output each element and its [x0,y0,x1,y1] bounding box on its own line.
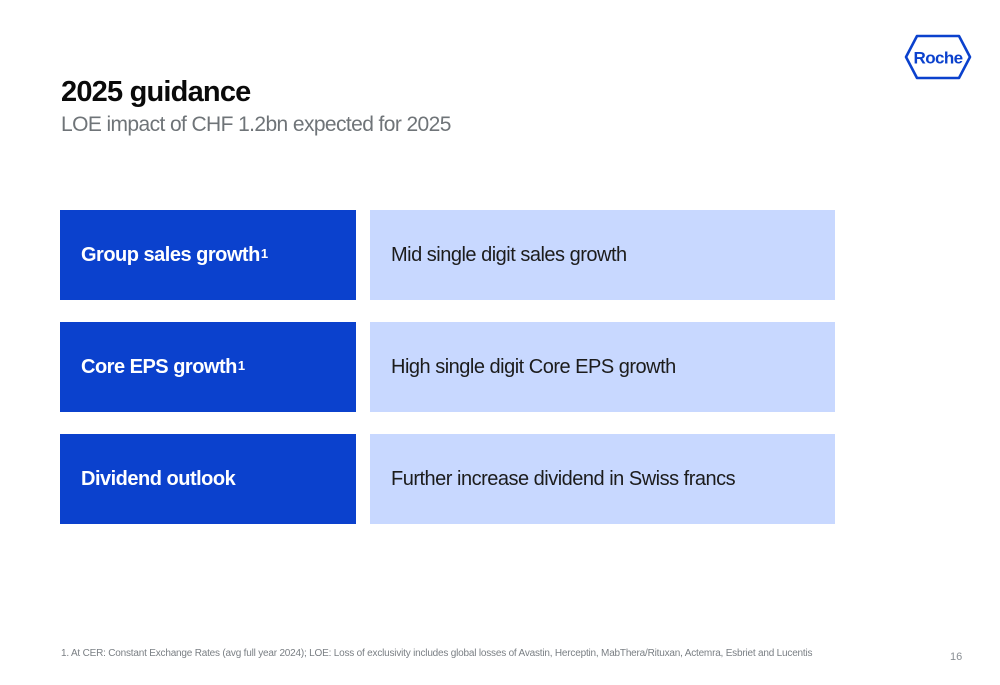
guidance-label-cell: Dividend outlook [60,434,356,524]
guidance-label: Core EPS growth [81,355,237,378]
guidance-value: Further increase dividend in Swiss franc… [391,467,736,490]
roche-logo: Roche [904,34,972,80]
guidance-label: Group sales growth [81,243,260,266]
page-title: 2025 guidance [61,76,251,108]
footnote: 1. At CER: Constant Exchange Rates (avg … [61,648,813,659]
roche-hexagon-icon: Roche [904,34,972,80]
guidance-label-cell: Group sales growth 1 [60,210,356,300]
guidance-value-cell: Further increase dividend in Swiss franc… [370,434,835,524]
guidance-value-cell: High single digit Core EPS growth [370,322,835,412]
page-number: 16 [950,651,963,663]
guidance-row: Core EPS growth 1 High single digit Core … [60,322,835,412]
guidance-row: Dividend outlook Further increase divide… [60,434,835,524]
guidance-label-cell: Core EPS growth 1 [60,322,356,412]
guidance-value-cell: Mid single digit sales growth [370,210,835,300]
guidance-value: Mid single digit sales growth [391,243,627,266]
guidance-value: High single digit Core EPS growth [391,355,676,378]
footnote-marker: 1 [260,245,268,261]
guidance-row: Group sales growth 1 Mid single digit sal… [60,210,835,300]
page-subtitle: LOE impact of CHF 1.2bn expected for 202… [61,113,451,136]
footnote-marker: 1 [237,357,245,373]
guidance-label: Dividend outlook [81,467,236,490]
guidance-table: Group sales growth 1 Mid single digit sal… [60,210,835,546]
logo-wordmark: Roche [914,49,963,68]
